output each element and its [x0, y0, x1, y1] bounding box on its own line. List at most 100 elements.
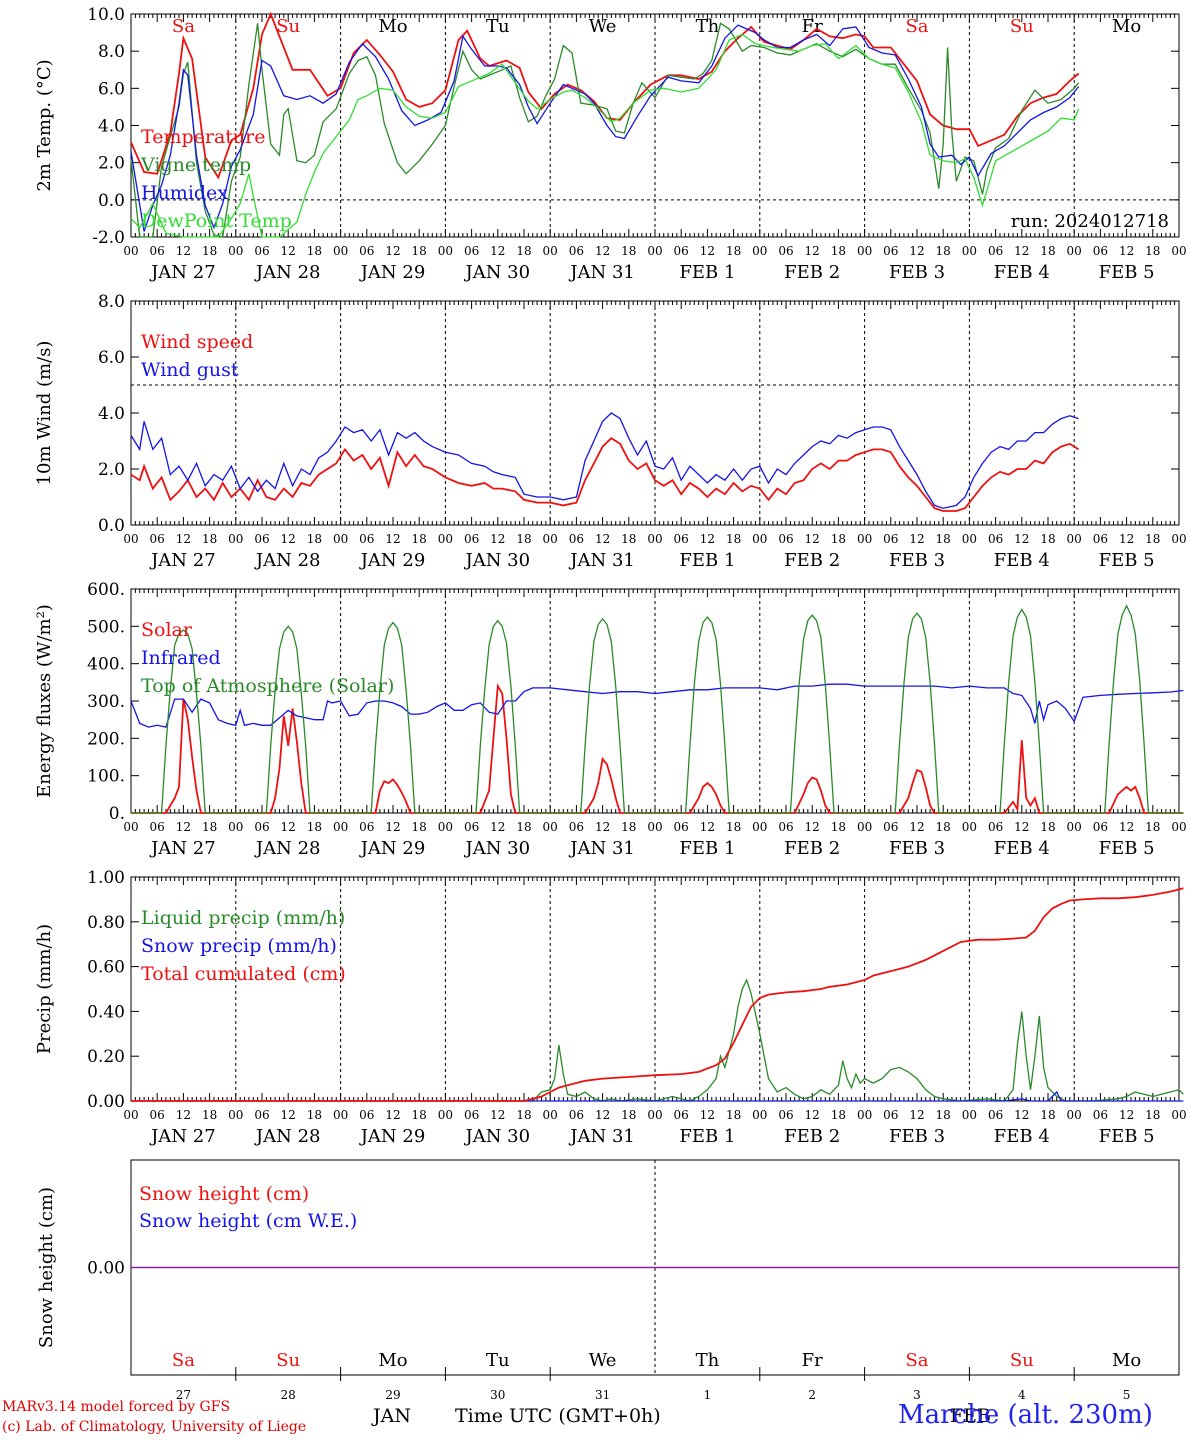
- weekday-label: Th: [696, 1350, 720, 1371]
- hour-label: 06: [988, 1108, 1003, 1122]
- hour-label: 18: [307, 532, 322, 546]
- day-label: FEB 1: [679, 550, 735, 571]
- hour-label: 00: [1067, 820, 1082, 834]
- day-label: FEB 1: [679, 838, 735, 859]
- day-label: FEB 4: [994, 838, 1050, 859]
- day-label: JAN 30: [464, 262, 531, 283]
- hour-label: 00: [1171, 244, 1186, 258]
- hour-label: 18: [307, 820, 322, 834]
- hour-label: 00: [1067, 1108, 1082, 1122]
- hour-label: 06: [464, 244, 479, 258]
- hour-label: 18: [202, 244, 217, 258]
- hour-label: 06: [1093, 1108, 1108, 1122]
- hour-label: 12: [385, 1108, 400, 1122]
- weekday-label: Sa: [172, 1350, 195, 1371]
- hour-label: 06: [1093, 532, 1108, 546]
- day-number-label: 5: [1123, 1388, 1131, 1402]
- hour-label: 12: [805, 1108, 820, 1122]
- hour-label: 06: [359, 1108, 374, 1122]
- hour-label: 18: [1145, 244, 1160, 258]
- hour-label: 18: [202, 820, 217, 834]
- day-label: JAN 29: [359, 1126, 426, 1147]
- hour-label: 18: [412, 532, 427, 546]
- hour-label: 12: [909, 532, 924, 546]
- hour-label: 12: [1119, 820, 1134, 834]
- series-line: [131, 887, 1184, 1102]
- weekday-label: We: [589, 16, 617, 37]
- day-label: FEB 5: [1099, 1126, 1155, 1147]
- hour-label: 00: [228, 244, 243, 258]
- hour-label: 06: [778, 820, 793, 834]
- y-tick-label: 1.00: [87, 868, 125, 888]
- hour-label: 18: [621, 820, 636, 834]
- y-tick-label: 4.0: [98, 404, 125, 424]
- hour-label: 00: [228, 532, 243, 546]
- hour-label: 12: [595, 1108, 610, 1122]
- day-label: FEB 5: [1099, 550, 1155, 571]
- legend-entry: Snow precip (mm/h): [141, 935, 337, 957]
- hour-label: 18: [936, 1108, 951, 1122]
- hour-label: 00: [543, 244, 558, 258]
- day-label: FEB 1: [679, 1126, 735, 1147]
- hour-label: 06: [254, 1108, 269, 1122]
- hour-label: 00: [333, 532, 348, 546]
- hour-label: 18: [516, 244, 531, 258]
- day-label: JAN 28: [254, 262, 321, 283]
- model-credit: MARv3.14 model forced by GFS: [2, 1399, 231, 1415]
- series-line: [130, 24, 1080, 232]
- legend-entry: Snow height (cm): [139, 1183, 309, 1205]
- hour-label: 18: [516, 532, 531, 546]
- hour-label: 00: [857, 1108, 872, 1122]
- day-label: JAN 29: [359, 550, 426, 571]
- y-tick-label: 2.0: [98, 154, 125, 174]
- hour-label: 00: [1171, 1108, 1186, 1122]
- y-tick-label: 400.: [87, 655, 125, 675]
- hour-label: 06: [1093, 820, 1108, 834]
- time-axis-title: Time UTC (GMT+0h): [455, 1405, 661, 1427]
- hour-label: 00: [857, 244, 872, 258]
- hour-label: 06: [254, 532, 269, 546]
- legend-entry: Total cumulated (cm): [141, 963, 346, 985]
- hour-label: 12: [281, 532, 296, 546]
- hour-label: 06: [1093, 244, 1108, 258]
- hour-label: 06: [883, 244, 898, 258]
- day-label: FEB 5: [1099, 262, 1155, 283]
- hour-label: 00: [228, 820, 243, 834]
- day-label: JAN 28: [254, 1126, 321, 1147]
- hour-label: 18: [726, 532, 741, 546]
- hour-label: 00: [228, 1108, 243, 1122]
- hour-label: 18: [621, 532, 636, 546]
- hour-label: 18: [202, 1108, 217, 1122]
- hour-label: 06: [674, 1108, 689, 1122]
- hour-label: 00: [1171, 532, 1186, 546]
- hour-label: 18: [1145, 1108, 1160, 1122]
- hour-label: 00: [752, 532, 767, 546]
- y-tick-label: 0.80: [87, 913, 125, 933]
- y-tick-label: 4.0: [98, 117, 125, 137]
- day-label: JAN 27: [149, 262, 216, 283]
- series-line: [130, 22, 1080, 238]
- hour-label: 12: [805, 820, 820, 834]
- series-line: [130, 33, 1080, 238]
- weekday-label: Su: [1010, 16, 1034, 37]
- hour-label: 18: [1040, 244, 1055, 258]
- hour-label: 18: [1040, 1108, 1055, 1122]
- weekday-label: Th: [696, 16, 720, 37]
- legend-entry: Solar: [141, 619, 193, 641]
- day-label: JAN 30: [464, 838, 531, 859]
- hour-label: 18: [831, 244, 846, 258]
- legend-entry: Liquid precip (mm/h): [141, 907, 345, 929]
- hour-label: 06: [674, 820, 689, 834]
- y-tick-label: 0.0: [98, 516, 125, 536]
- hour-label: 12: [1014, 532, 1029, 546]
- hour-label: 00: [857, 820, 872, 834]
- hour-label: 06: [464, 820, 479, 834]
- hour-label: 00: [123, 1108, 138, 1122]
- legend-entry: Infrared: [141, 647, 221, 669]
- hour-label: 12: [700, 532, 715, 546]
- hour-label: 00: [962, 532, 977, 546]
- weekday-label: Sa: [172, 16, 195, 37]
- legend-entry: Wind speed: [141, 331, 253, 353]
- hour-label: 06: [883, 532, 898, 546]
- hour-label: 18: [831, 1108, 846, 1122]
